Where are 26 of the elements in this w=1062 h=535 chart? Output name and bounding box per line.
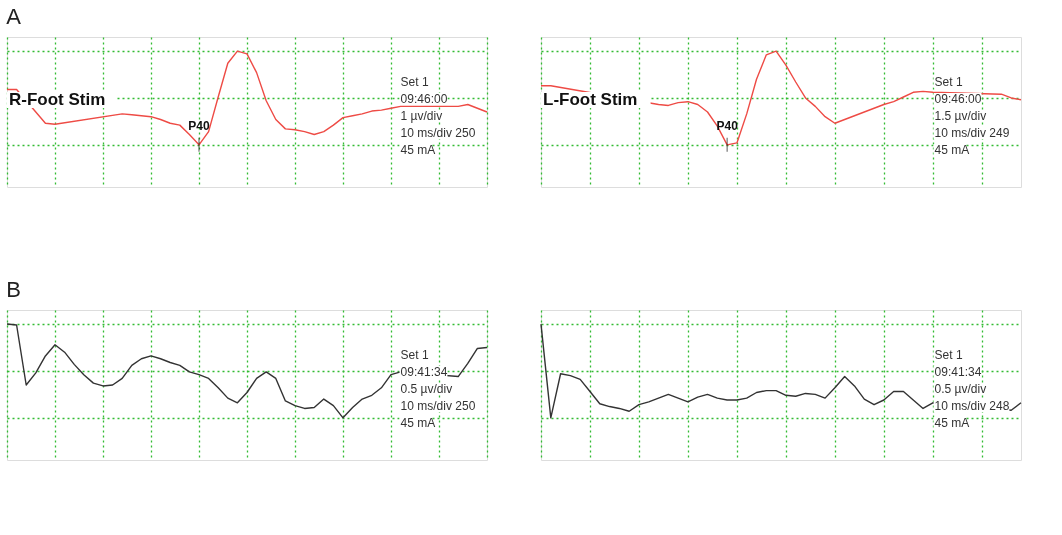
chart-title: A [6, 4, 22, 29]
series-label: R-Foot Stim [9, 90, 106, 109]
annotation: 1 µv/div [400, 109, 443, 123]
annotation: P40 [188, 118, 210, 133]
annotation: P40 [716, 118, 739, 133]
annotation: 09:46:00 [400, 92, 448, 106]
annotation: 0.5 µv/div [934, 382, 987, 396]
annotation: 45 mA [934, 143, 970, 157]
annotation: 45 mA [400, 143, 436, 157]
annotation: 1.5 µv/div [934, 109, 987, 123]
series-label: L-Foot Stim [543, 90, 638, 109]
annotation: 09:46:00 [934, 92, 982, 106]
annotation: Set 1 [400, 348, 429, 362]
annotation: 45 mA [934, 416, 970, 430]
annotation: Set 1 [934, 75, 963, 89]
chart-title: B [6, 277, 21, 302]
annotation: 09:41:34 [400, 365, 448, 379]
annotation: 45 mA [400, 416, 436, 430]
annotation: Set 1 [400, 75, 429, 89]
annotation: 0.5 µv/div [400, 382, 453, 396]
annotation: Set 1 [934, 348, 963, 362]
annotation: 10 ms/div 248 [934, 399, 1010, 413]
annotation: 10 ms/div 250 [400, 399, 476, 413]
annotation: 10 ms/div 249 [934, 126, 1010, 140]
annotation: 10 ms/div 250 [400, 126, 476, 140]
annotation: 09:41:34 [934, 365, 982, 379]
